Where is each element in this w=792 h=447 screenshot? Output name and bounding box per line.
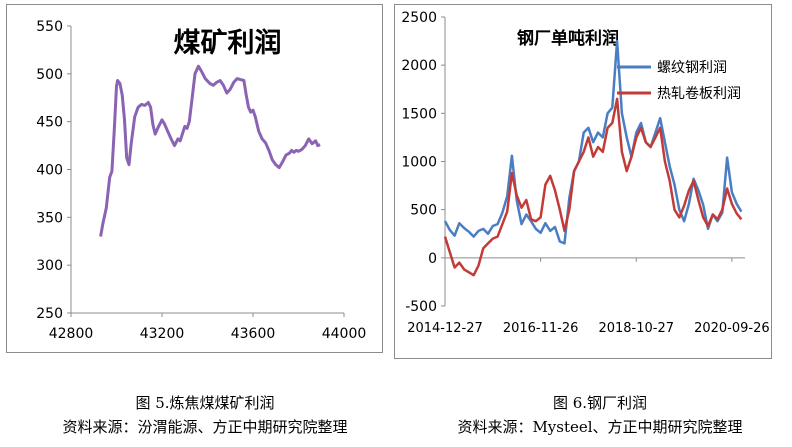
coal-profit-chart: 250 300 350 400 450 500 550 42800 43200 43600 4400… [36, 19, 367, 342]
y-tick-label: -500 [405, 299, 437, 315]
y-tick-label: 1000 [401, 155, 437, 171]
y-tick-label: 550 [36, 19, 63, 35]
steel-profit-chart-panel: -500 0 500 1000 1500 2000 2500 2014-12-27 2016-1… [394, 4, 772, 359]
y-tick-label: 450 [36, 115, 63, 131]
y-tick-label: 0 [428, 251, 437, 267]
y-tick-label: 250 [36, 306, 63, 322]
x-tick-label: 43200 [140, 326, 185, 342]
y-tick-label: 400 [36, 163, 63, 179]
x-tick-label: 2016-11-26 [503, 321, 579, 336]
x-tick-label: 44000 [322, 326, 367, 342]
y-tick-label: 500 [410, 203, 437, 219]
chart-title: 钢厂单吨利润 [517, 28, 619, 49]
y-tick-label: 500 [36, 67, 63, 83]
rebar-profit-line [443, 39, 743, 245]
hrc-profit-line [443, 97, 743, 277]
x-tick-label: 2018-10-27 [598, 321, 674, 336]
x-tick-label: 2014-12-27 [407, 321, 483, 336]
y-tick-label: 2000 [401, 58, 437, 74]
x-tick-label: 43600 [231, 326, 276, 342]
steel-profit-chart: -500 0 500 1000 1500 2000 2500 2014-12-27 2016-1… [401, 10, 770, 336]
left-source-caption: 资料来源：汾渭能源、方正中期研究院整理 [62, 418, 348, 436]
y-tick-label: 2500 [401, 10, 437, 26]
coal-profit-chart-panel: 250 300 350 400 450 500 550 42800 43200 43600 4400… [6, 4, 383, 353]
x-tick-label: 2020-09-26 [694, 321, 770, 336]
legend-label: 热轧卷板利润 [657, 86, 741, 102]
chart-title: 煤矿利润 [174, 27, 282, 59]
y-tick-label: 350 [36, 210, 63, 226]
right-figure-caption: 图 6.钢厂利润 [552, 394, 648, 412]
y-tick-label: 1500 [401, 106, 437, 122]
y-tick-label: 300 [36, 258, 63, 274]
x-tick-label: 42800 [49, 326, 94, 342]
legend-label: 螺纹钢利润 [657, 60, 727, 76]
coal-profit-line [99, 64, 321, 237]
right-source-caption: 资料来源：Mysteel、方正中期研究院整理 [457, 418, 743, 436]
left-figure-caption: 图 5.炼焦煤煤矿利润 [135, 394, 275, 412]
